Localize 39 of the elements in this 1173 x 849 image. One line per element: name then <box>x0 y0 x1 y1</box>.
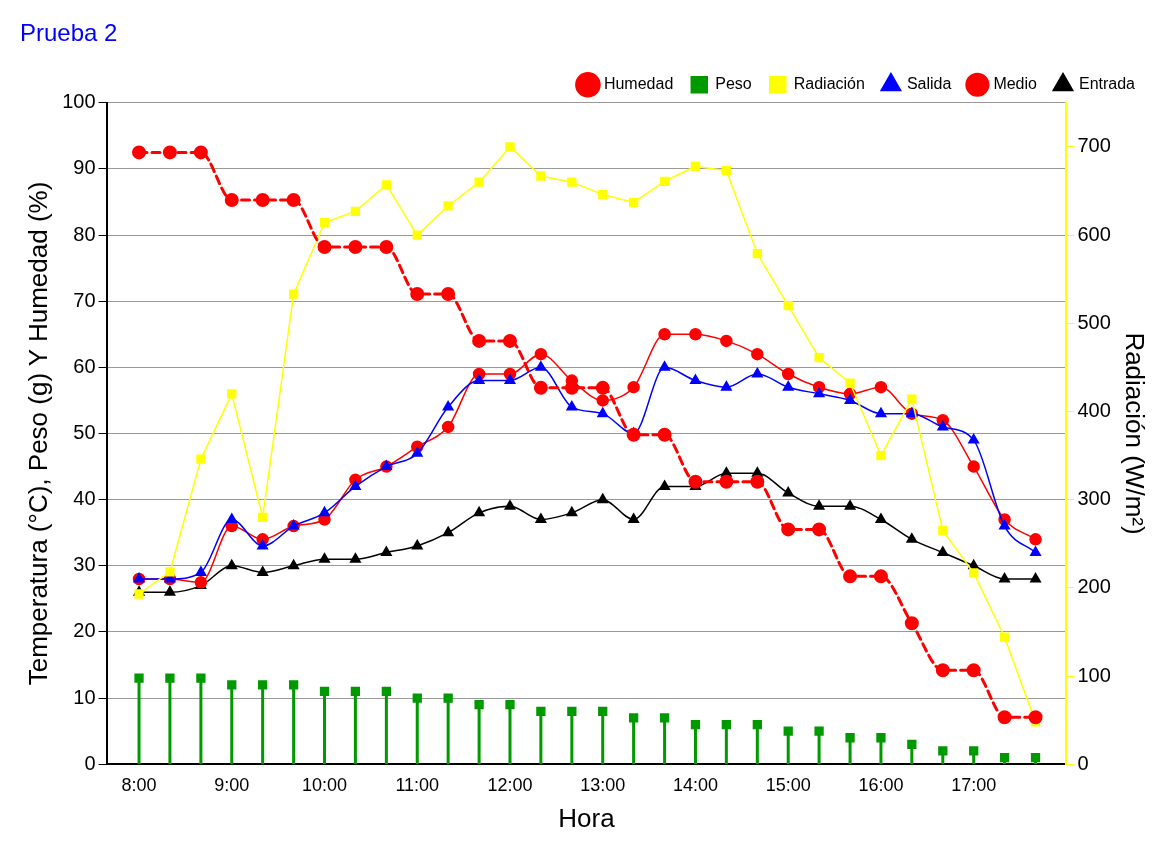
y-tick-label: 20 <box>73 619 96 642</box>
y2-tick-label: 0 <box>1077 751 1089 774</box>
x-tick-label: 13:00 <box>580 774 626 795</box>
y-tick-label: 70 <box>73 288 96 311</box>
y2-tick-label: 200 <box>1077 575 1111 598</box>
y-tick-label: 40 <box>73 487 96 510</box>
y-tick-label: 90 <box>73 156 96 179</box>
y-tick-label: 60 <box>73 354 96 377</box>
legend-label: Medio <box>993 75 1038 93</box>
legend-label: Salida <box>906 75 952 93</box>
legend-label: Humedad <box>603 75 674 93</box>
x-axis-title: Hora <box>558 802 616 833</box>
x-tick-label: 12:00 <box>487 774 533 795</box>
y2-tick-label: 100 <box>1077 663 1111 686</box>
y2-tick-label: 600 <box>1077 222 1111 245</box>
y-tick-label: 50 <box>73 421 96 444</box>
x-tick-label: 16:00 <box>858 774 904 795</box>
x-tick-label: 15:00 <box>765 774 811 795</box>
x-tick-label: 8:00 <box>121 774 157 795</box>
legend-label: Entrada <box>1078 75 1136 93</box>
y2-tick-label: 400 <box>1077 398 1111 421</box>
y2-axis-title: Radiación (W/m²) <box>1120 332 1151 535</box>
y2-tick-label: 500 <box>1077 310 1111 333</box>
x-tick-label: 14:00 <box>672 774 718 795</box>
y-tick-label: 30 <box>73 553 96 576</box>
legend-label: Radiación <box>793 75 865 93</box>
y-tick-label: 80 <box>73 222 96 245</box>
y-tick-label: 0 <box>84 751 96 774</box>
y-axis-title: Temperatura (°C), Peso (g) Y Humedad (%) <box>22 181 53 686</box>
x-tick-label: 11:00 <box>395 774 440 795</box>
x-tick-label: 9:00 <box>214 774 250 795</box>
y2-tick-label: 300 <box>1077 487 1111 510</box>
chart-title: Prueba 2 <box>20 19 118 47</box>
y-tick-label: 100 <box>62 90 96 113</box>
x-tick-label: 17:00 <box>951 774 997 795</box>
y-tick-label: 10 <box>73 685 96 708</box>
x-tick-label: 10:00 <box>301 774 348 795</box>
legend-label: Peso <box>715 75 752 93</box>
y2-tick-label: 700 <box>1077 134 1111 157</box>
